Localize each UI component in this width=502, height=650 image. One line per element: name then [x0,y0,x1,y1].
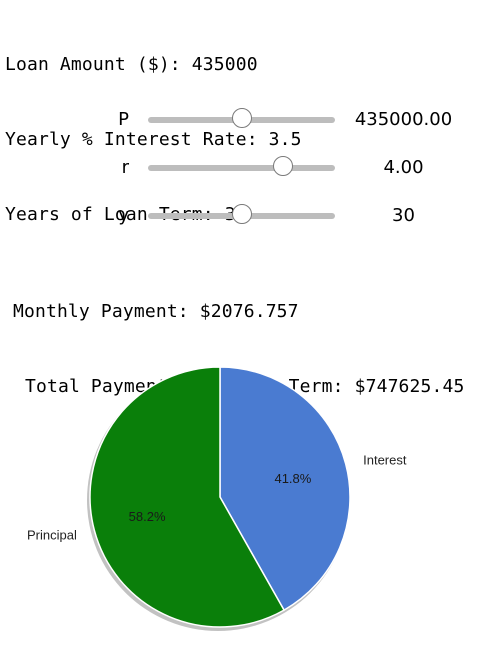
rate-slider-track[interactable] [148,165,335,171]
years-slider-thumb[interactable] [231,204,252,224]
principal-value: 435000.00 [354,109,453,130]
pie-chart-svg: 41.8% Interest 58.2% Principal [27,366,407,631]
pie-slice-principal[interactable] [89,366,286,628]
principal-slider-thumb[interactable] [231,108,252,128]
slider-row-years: y 30 [0,196,502,236]
rate-value: 4.00 [383,157,424,178]
monthly-payment-line: Monthly Payment: $2076.757 [13,301,299,322]
slider-row-rate: r 4.00 [0,148,502,188]
interest-rate-line: Yearly % Interest Rate: 3.5 [5,129,302,150]
pie-percent-label-principal: 58.2% [129,509,166,524]
years-value: 30 [392,205,415,226]
payment-results: Monthly Payment: $2076.757 Total Payment… [13,249,464,424]
pie-category-label-principal: Principal [27,528,77,543]
slider-row-principal: P 435000.00 [0,100,502,140]
pie-slice-interest[interactable] [219,366,351,612]
slider-label-years: y [118,205,129,226]
pie-category-label-interest: Interest [363,452,407,467]
loan-amount-line: Loan Amount ($): 435000 [5,54,258,75]
pie-percent-label-interest: 41.8% [274,471,311,486]
rate-slider-thumb[interactable] [273,156,294,176]
payment-breakdown-pie-chart: 41.8% Interest 58.2% Principal [0,330,502,650]
slider-label-principal: P [118,109,129,130]
slider-label-rate: r [121,157,129,178]
